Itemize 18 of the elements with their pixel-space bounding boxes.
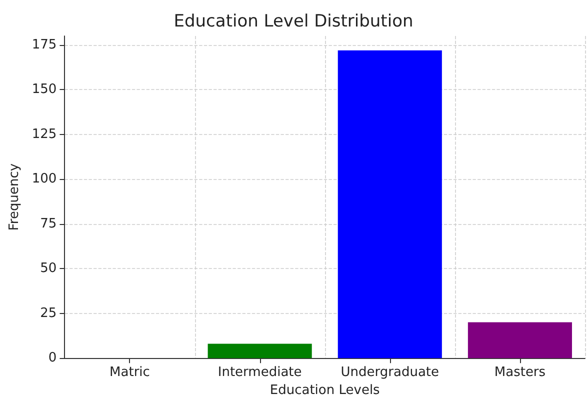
y-tick-label: 150 bbox=[32, 82, 57, 98]
bar bbox=[338, 50, 442, 358]
x-tick-label: Masters bbox=[494, 365, 546, 380]
y-tick-label: 25 bbox=[40, 306, 57, 321]
y-tick-label: 100 bbox=[32, 172, 57, 187]
y-tick-label: 75 bbox=[40, 216, 57, 232]
x-axis-title: Education Levels bbox=[270, 383, 380, 398]
bar bbox=[468, 322, 572, 358]
y-axis-title: Frequency bbox=[7, 163, 22, 231]
chart-title: Education Level Distribution bbox=[174, 12, 414, 32]
y-tick-label: 175 bbox=[32, 37, 57, 52]
y-tick-label: 125 bbox=[32, 126, 57, 142]
x-tick-label: Intermediate bbox=[218, 365, 302, 380]
x-tick-label: Matric bbox=[110, 365, 150, 380]
x-tick-label: Undergraduate bbox=[340, 365, 440, 380]
y-tick-label: 50 bbox=[40, 261, 57, 276]
bar bbox=[208, 344, 312, 358]
y-tick-label: 0 bbox=[48, 350, 57, 366]
